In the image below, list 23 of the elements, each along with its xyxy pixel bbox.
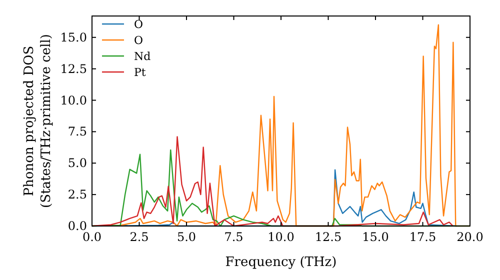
legend-label: O	[134, 18, 144, 31]
y-axis-title: Phonon projected DOS (States/THz·primitive cell)	[22, 34, 54, 208]
x-tick-label: 20.0	[456, 230, 484, 244]
y-tick-label: 12.5	[60, 62, 87, 76]
x-tick-label: 2.5	[130, 230, 149, 244]
y-tick-label: 0.0	[68, 219, 87, 233]
y-tick-label: 15.0	[60, 30, 87, 44]
x-tick-label: 10.0	[268, 230, 294, 244]
legend-label: Pt	[134, 66, 146, 79]
line-series	[91, 136, 454, 227]
x-tick-label: 5.0	[176, 230, 196, 244]
y-tick-label: 10.0	[60, 93, 87, 108]
x-tick-label: 15.0	[362, 230, 389, 244]
x-tick-label: 0.0	[82, 230, 102, 244]
x-tick-label: 12.5	[314, 230, 342, 244]
legend-label: Nd	[134, 50, 151, 63]
y-tick-label: 5.0	[68, 156, 87, 170]
y-tick-label: 2.5	[68, 188, 87, 202]
x-tick-label: 7.5	[224, 230, 244, 244]
x-axis-title: Frequency (THz)	[225, 255, 337, 270]
legend-label: O	[134, 34, 144, 47]
y-tick-label: 7.5	[68, 124, 87, 139]
x-tick-label: 17.5	[409, 230, 436, 244]
